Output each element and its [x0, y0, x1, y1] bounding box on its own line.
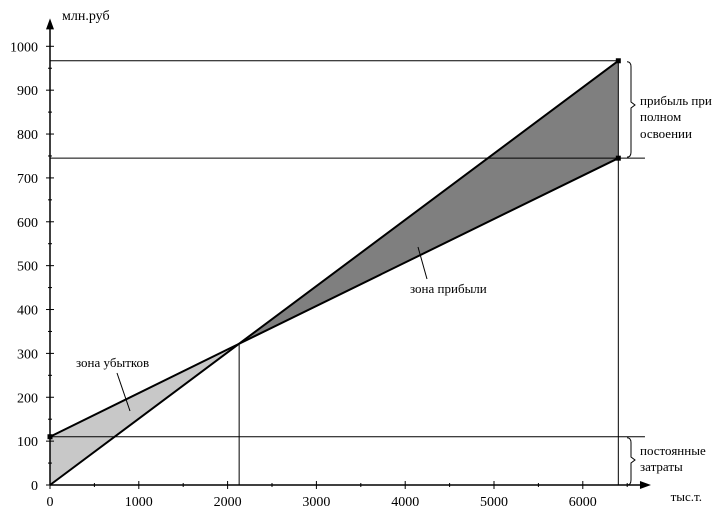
loss-zone-pointer	[116, 372, 131, 412]
y-axis-title: млн.руб	[62, 9, 110, 24]
y-tick-label: 200	[17, 391, 38, 406]
y-tick-label: 700	[17, 172, 38, 187]
fixed-cost-bracket	[626, 437, 636, 486]
y-tick-label: 0	[31, 479, 38, 494]
profit-full-label-1: прибыль при	[640, 93, 712, 108]
profit-bracket	[626, 61, 636, 158]
x-tick-label: 1000	[125, 495, 153, 510]
y-tick-label: 900	[17, 84, 38, 99]
revenue-end-point	[615, 58, 621, 64]
x-axis-title: тыс.т.	[671, 489, 702, 504]
cost-line	[49, 157, 619, 438]
y-tick-label: 500	[17, 260, 38, 275]
cost-end-point	[615, 155, 621, 161]
loss-zone-label: зона убытков	[76, 355, 149, 370]
y-tick-label: 400	[17, 304, 38, 319]
x-tick-label: 0	[47, 495, 54, 510]
x-tick-label: 4000	[391, 495, 419, 510]
ticks-layer: 0 1000 2000 3000 4000 5000 6000 0 100 200 300 400 50…	[10, 9, 702, 510]
y-tick-label: 600	[17, 216, 38, 231]
y-tick-label: 300	[17, 347, 38, 362]
x-tick-label: 2000	[214, 495, 242, 510]
profit-zone-pointer	[417, 246, 428, 280]
fixed-cost-label-2: затраты	[640, 459, 683, 474]
y-tick-label: 100	[17, 435, 38, 450]
profit-full-label-2: полном	[640, 109, 681, 124]
y-axis-arrow	[46, 18, 54, 30]
annotations-layer: зона убытков зона прибыли прибыль приполно…	[76, 61, 712, 486]
guide-lines-layer	[50, 60, 645, 485]
axes-layer	[46, 18, 651, 489]
x-axis-arrow	[639, 481, 651, 489]
x-tick-label: 3000	[302, 495, 330, 510]
y-tick-label: 800	[17, 128, 38, 143]
revenue-line	[49, 59, 619, 486]
x-tick-label: 6000	[569, 495, 597, 510]
profit-full-label-3: освоении	[640, 126, 692, 141]
x-tick-label: 5000	[480, 495, 508, 510]
profit-zone-label: зона прибыли	[410, 281, 487, 296]
fixed-cost-label-1: постоянные	[640, 443, 706, 458]
y-tick-label: 1000	[10, 40, 38, 55]
